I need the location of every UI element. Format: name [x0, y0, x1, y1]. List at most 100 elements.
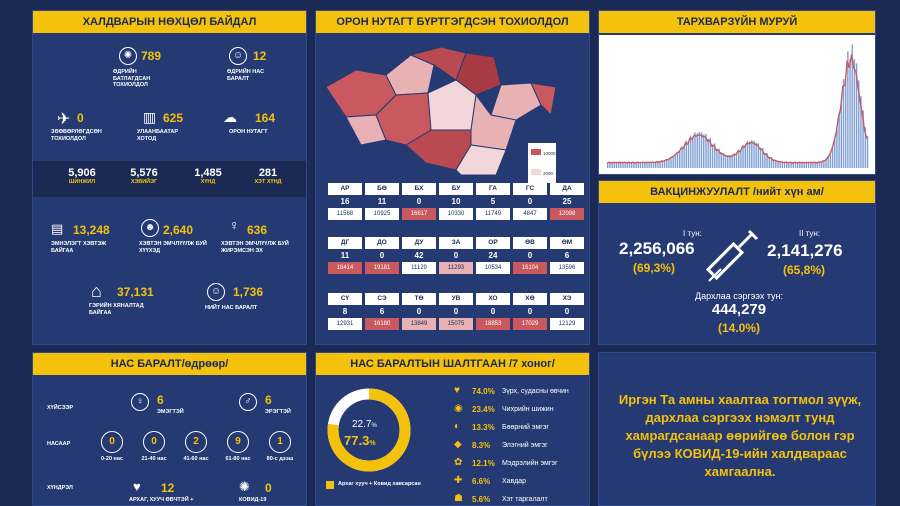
- province-code: ДО: [365, 237, 399, 249]
- province-code: АР: [328, 183, 362, 195]
- province-daily: 11: [377, 197, 387, 206]
- female-value: 6: [157, 393, 164, 407]
- stat-value: 281: [258, 167, 278, 179]
- trend-bar: [781, 161, 784, 168]
- province-code: ГА: [476, 183, 510, 195]
- male-label: ЭРЭГТЭЙ: [265, 409, 291, 415]
- cause-pct: 74.0%: [472, 387, 495, 396]
- hospital-icon: ▤: [51, 221, 64, 236]
- deaths-label: ӨДРИЙН НАС БАРАЛТ: [227, 69, 265, 82]
- cause-label: ХҮНДРЭЛ: [47, 485, 73, 491]
- trend-bar: [650, 162, 653, 168]
- province-daily: 10: [451, 197, 461, 206]
- cause2-label: КОВИД-19: [239, 497, 267, 503]
- trend-bar: [862, 110, 864, 168]
- cause-icon: ♥: [454, 385, 460, 396]
- trend-bar: [803, 161, 805, 168]
- trend-bar: [731, 155, 733, 168]
- causes-legend: Архаг хууч + Ковид хавсарсан: [338, 481, 421, 487]
- trend-bar: [698, 131, 701, 168]
- trend-bar: [764, 152, 766, 168]
- cause1-label: АРХАГ, ХУУЧ ӨВЧТЭЙ +: [129, 497, 194, 503]
- confirmed-label: ӨДРИЙН БАТЛАГДСАН ТОХИОЛДОЛ: [113, 69, 151, 88]
- trend-bar: [814, 161, 816, 168]
- province-daily: 0: [564, 307, 570, 316]
- age-range-label: 21-40 нас: [141, 456, 167, 462]
- trend-bar: [788, 162, 790, 168]
- cause-icon: ◐: [454, 421, 461, 432]
- age-count: 9: [227, 431, 249, 453]
- home-label: ГЭРИЙН ХЯНАЛТАД БАЙГАА: [89, 303, 144, 316]
- trend-bar: [772, 159, 775, 168]
- trend-bar: [609, 161, 611, 168]
- province-total: 18414: [328, 262, 362, 274]
- trend-bar: [842, 79, 845, 168]
- trend-bar: [753, 140, 755, 168]
- cause-pct: 23.4%: [472, 405, 495, 414]
- province-total: 12129: [550, 318, 584, 330]
- deaths-age-title: НАС БАРАЛТ/өдрөөр/: [33, 353, 306, 375]
- province-daily: 0: [453, 251, 459, 260]
- trend-bar: [639, 162, 642, 168]
- stat-label: ХҮНД: [200, 179, 216, 185]
- trend-bar: [812, 162, 814, 168]
- trend-bar: [744, 145, 746, 168]
- trend-bar: [615, 162, 618, 168]
- trend-bar: [681, 146, 683, 168]
- province-code: УВ: [439, 293, 473, 305]
- trend-bar: [692, 136, 694, 168]
- cause-pct: 8.3%: [472, 441, 491, 450]
- legend-high-label: 10000: [543, 151, 556, 156]
- trend-bars: [607, 44, 869, 169]
- trend-bar: [613, 161, 615, 168]
- province-code: БХ: [402, 183, 436, 195]
- home-value: 37,131: [117, 285, 154, 299]
- trend-bar: [823, 160, 825, 168]
- trend-bar: [757, 143, 760, 168]
- trend-bar: [733, 153, 736, 168]
- age-count: 2: [185, 431, 207, 453]
- trend-bar: [777, 160, 779, 168]
- cause-pct: 13.3%: [472, 423, 495, 432]
- trend-chart-area: [599, 35, 875, 174]
- trend-bar: [694, 132, 696, 168]
- cause-label: Мэдрэлийн эмгэг: [502, 460, 558, 467]
- age-count: 0: [101, 431, 123, 453]
- trend-bar: [786, 161, 788, 168]
- trend-bar: [853, 59, 856, 168]
- trend-bar: [727, 155, 729, 168]
- trend-bar: [711, 144, 714, 168]
- province-total: 10925: [365, 208, 399, 220]
- province-total: 4847: [513, 208, 547, 220]
- trend-bar: [825, 159, 827, 168]
- trend-bar: [770, 157, 773, 168]
- trend-bar: [668, 158, 670, 168]
- province-code: БӨ: [365, 183, 399, 195]
- trend-bar: [794, 161, 797, 168]
- province-code: ХО: [476, 293, 510, 305]
- trend-panel: ТАРХВАРЗҮЙН МУРУЙ: [598, 10, 876, 175]
- age-range-label: 0-20 нас: [101, 456, 123, 462]
- trend-bar: [720, 152, 722, 168]
- province-daily: 0: [379, 251, 385, 260]
- province-total: 12098: [550, 208, 584, 220]
- province-daily: 0: [453, 307, 459, 316]
- cause-icon: ☗: [454, 493, 463, 504]
- age-range-label: 80-с дээш: [266, 456, 294, 462]
- trend-bar: [644, 162, 646, 168]
- province-daily: 0: [416, 307, 422, 316]
- trend-bar: [641, 161, 644, 168]
- province-code: ХӨ: [513, 293, 547, 305]
- province-daily: 8: [342, 307, 348, 316]
- map-title: ОРОН НУТАГТ БҮРТГЭГДСЭН ТОХИОЛДОЛ: [316, 11, 589, 33]
- province-daily: 42: [414, 251, 424, 260]
- trend-bar: [679, 150, 681, 168]
- trend-bar: [838, 112, 840, 168]
- province-total: 11749: [476, 208, 510, 220]
- trend-bar: [716, 148, 718, 168]
- stat-label: ХЭТ ХҮНД: [254, 179, 282, 185]
- province-daily: 6: [379, 307, 385, 316]
- trend-bar: [628, 161, 631, 168]
- trend-bar: [700, 132, 703, 168]
- trend-bar: [742, 144, 744, 168]
